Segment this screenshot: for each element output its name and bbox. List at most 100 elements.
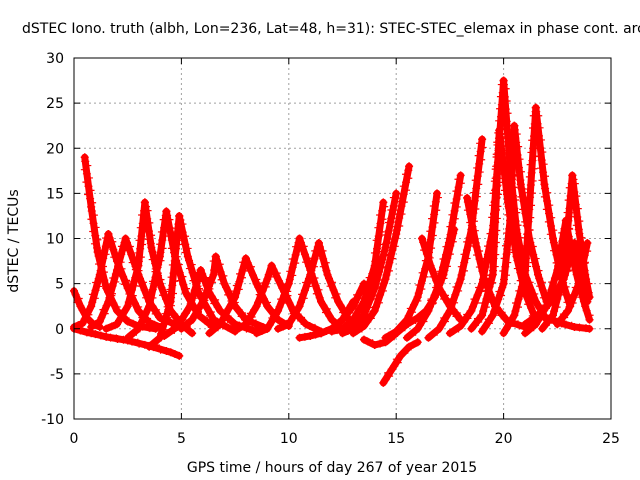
marker	[534, 139, 543, 148]
marker	[545, 209, 554, 218]
data-point	[467, 306, 476, 315]
marker	[351, 298, 360, 307]
marker	[186, 326, 195, 335]
data-point	[209, 315, 218, 324]
marker	[385, 258, 394, 267]
marker	[511, 146, 520, 155]
marker	[441, 259, 450, 268]
marker	[468, 214, 477, 223]
marker	[567, 321, 576, 330]
marker	[497, 142, 506, 151]
marker	[265, 321, 274, 330]
marker	[345, 305, 354, 314]
marker	[94, 282, 103, 291]
marker	[549, 293, 558, 302]
marker	[96, 331, 105, 340]
marker	[581, 288, 590, 297]
marker	[371, 257, 380, 266]
data-point	[542, 313, 551, 322]
marker	[243, 258, 252, 267]
marker	[257, 327, 266, 336]
marker	[373, 244, 382, 253]
marker	[151, 273, 160, 282]
marker	[521, 266, 530, 275]
marker	[160, 287, 169, 296]
marker	[491, 218, 500, 227]
marker	[498, 162, 507, 171]
marker	[541, 184, 550, 193]
marker	[499, 266, 508, 275]
marker	[86, 194, 95, 203]
marker	[381, 375, 390, 384]
data-point	[183, 252, 192, 261]
marker	[122, 238, 131, 247]
marker	[480, 323, 489, 332]
marker	[201, 273, 210, 282]
marker	[481, 271, 490, 280]
marker	[420, 272, 429, 281]
marker	[414, 289, 423, 298]
marker	[516, 176, 525, 185]
marker	[418, 313, 427, 322]
marker	[515, 286, 524, 295]
data-point	[317, 329, 326, 338]
marker	[547, 222, 556, 231]
marker	[415, 321, 424, 330]
marker	[156, 240, 165, 249]
marker	[378, 286, 387, 295]
marker	[560, 271, 569, 280]
data-point	[557, 319, 566, 328]
data-point	[104, 229, 113, 238]
marker	[74, 294, 83, 303]
marker	[162, 346, 171, 355]
marker	[382, 231, 391, 240]
marker	[506, 179, 515, 188]
marker	[577, 271, 586, 280]
marker	[516, 167, 525, 176]
marker	[528, 156, 537, 165]
marker	[499, 80, 508, 89]
marker	[193, 304, 202, 313]
marker	[506, 212, 515, 221]
marker	[374, 223, 383, 232]
marker	[499, 174, 508, 183]
marker	[269, 265, 278, 274]
marker	[580, 259, 589, 268]
series-27	[327, 198, 389, 336]
marker	[548, 278, 557, 287]
marker	[319, 301, 328, 310]
marker	[490, 198, 499, 207]
marker	[532, 107, 541, 116]
marker	[81, 157, 90, 166]
data-point	[175, 211, 184, 220]
marker	[178, 272, 187, 281]
marker	[512, 130, 521, 139]
marker	[539, 168, 548, 177]
marker	[474, 180, 483, 189]
marker	[477, 155, 486, 164]
marker	[575, 267, 584, 276]
series-40	[495, 126, 540, 324]
marker	[356, 287, 365, 296]
data-point	[583, 239, 592, 248]
marker	[489, 222, 498, 231]
marker	[527, 201, 536, 210]
marker	[387, 222, 396, 231]
marker	[378, 255, 387, 264]
series-30	[379, 338, 422, 387]
data-point	[87, 302, 96, 311]
marker	[524, 326, 533, 335]
marker	[188, 290, 197, 299]
marker	[583, 293, 592, 302]
marker	[384, 218, 393, 227]
marker	[484, 290, 493, 299]
marker	[559, 310, 568, 319]
data-point	[370, 306, 379, 315]
marker	[493, 190, 502, 199]
marker	[136, 253, 145, 262]
marker	[418, 268, 427, 277]
marker	[171, 265, 180, 274]
marker	[148, 339, 157, 348]
marker	[353, 290, 362, 299]
marker	[106, 333, 115, 342]
